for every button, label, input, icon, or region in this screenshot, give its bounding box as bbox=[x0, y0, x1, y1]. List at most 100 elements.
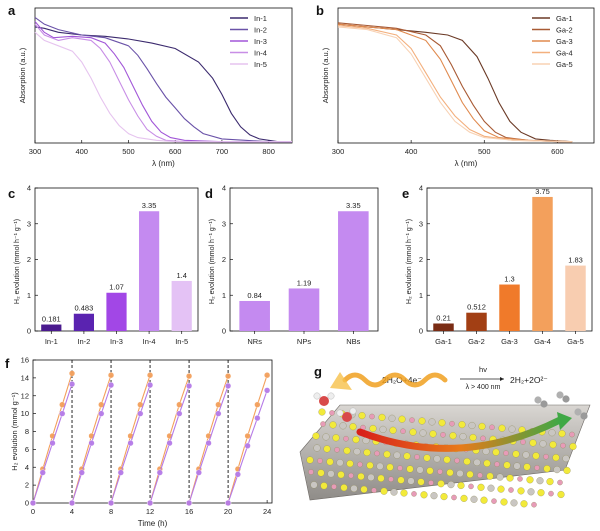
y-tick-label: 8 bbox=[25, 427, 29, 436]
legend-label: Ga-1 bbox=[556, 14, 573, 23]
lattice-atom bbox=[393, 451, 401, 459]
lattice-atom bbox=[534, 465, 540, 471]
lattice-atom bbox=[320, 482, 328, 490]
equation-right: 2H₂+2O²⁻ bbox=[510, 375, 548, 385]
lattice-atom bbox=[468, 483, 474, 490]
x-tick-label: 12 bbox=[146, 507, 154, 516]
lattice-atom bbox=[492, 448, 500, 456]
lattice-atom bbox=[343, 435, 349, 442]
category-label: In-2 bbox=[77, 337, 90, 346]
lattice-atom bbox=[517, 476, 523, 482]
category-label: NBs bbox=[346, 337, 360, 346]
lattice-atom bbox=[348, 472, 354, 479]
lattice-atom bbox=[449, 420, 455, 427]
lattice-atom bbox=[378, 413, 386, 421]
lattice-atom bbox=[562, 454, 570, 463]
lattice-atom bbox=[546, 478, 554, 486]
lattice-atom bbox=[317, 469, 325, 477]
y-axis-label: Absorption (a.u.) bbox=[18, 47, 27, 103]
category-label: Ga-4 bbox=[534, 337, 551, 346]
bar-value-label: 1.3 bbox=[504, 275, 514, 284]
bar-ga-2 bbox=[466, 312, 487, 331]
lattice-atom bbox=[489, 424, 495, 431]
lattice-atom bbox=[437, 480, 445, 488]
lattice-atom bbox=[487, 484, 495, 492]
bar-value-label: 0.84 bbox=[247, 291, 262, 300]
lattice-atom bbox=[557, 490, 565, 499]
panel-f-axes-frame bbox=[32, 359, 273, 504]
category-label: NRs bbox=[247, 337, 262, 346]
lattice-atom bbox=[552, 454, 560, 462]
lattice-atom bbox=[543, 453, 549, 460]
panel-c-label: c bbox=[8, 186, 15, 201]
charge-transfer-arrow bbox=[356, 416, 564, 452]
lattice-atom bbox=[531, 501, 537, 508]
lattice-atom bbox=[400, 428, 406, 434]
y-tick-label: 0 bbox=[419, 327, 423, 336]
data-point-in-4 bbox=[166, 440, 173, 447]
x-tick-label: 400 bbox=[405, 147, 418, 156]
lattice-atom bbox=[320, 421, 326, 427]
panel-b-absorption-ga: b 300 400 500 600 λ (nm) Absorption (a.u.) Ga-1… bbox=[316, 3, 595, 168]
lattice-atom bbox=[326, 458, 334, 466]
bar-in-1 bbox=[41, 324, 62, 331]
lattice-atom bbox=[418, 417, 426, 425]
y-tick-label: 10 bbox=[21, 409, 29, 418]
category-label: In-1 bbox=[45, 337, 58, 346]
lattice-atom bbox=[510, 499, 518, 507]
bar-value-label: 1.19 bbox=[297, 278, 312, 287]
x-axis-label: λ (nm) bbox=[152, 159, 175, 168]
lattice-atom bbox=[569, 442, 577, 451]
series-line-in-2 bbox=[34, 16, 292, 143]
lattice-atom bbox=[416, 466, 424, 474]
lattice-atom bbox=[397, 465, 403, 471]
bar-value-label: 3.35 bbox=[142, 201, 157, 210]
data-point-in-4 bbox=[176, 410, 183, 417]
lattice-atom bbox=[522, 451, 530, 459]
data-point-in-4 bbox=[107, 499, 115, 507]
lattice-atom bbox=[389, 426, 397, 434]
bar-value-label: 0.181 bbox=[42, 315, 61, 324]
lattice-atom bbox=[323, 445, 331, 453]
bar-ga-4 bbox=[532, 196, 553, 331]
bar-nps bbox=[288, 288, 320, 331]
y-tick-label: 16 bbox=[21, 356, 29, 365]
panel-d-label: d bbox=[205, 186, 213, 201]
x-tick-label: 700 bbox=[216, 147, 229, 156]
panel-d-bar-morphology: d 0 1 2 3 4 H₂ evolution (mmol h⁻¹ g⁻¹) 0.84 NRs… bbox=[205, 184, 379, 346]
data-point-in-4 bbox=[146, 499, 154, 507]
lattice-atom bbox=[406, 465, 414, 473]
lattice-atom bbox=[358, 412, 366, 420]
lattice-atom bbox=[366, 461, 374, 469]
bar-value-label: 1.83 bbox=[568, 256, 583, 265]
lattice-atom bbox=[520, 439, 526, 445]
y-tick-label: 1 bbox=[222, 291, 226, 300]
lattice-atom bbox=[500, 498, 508, 506]
y-axis-label: H₂ evolution (mmol h⁻¹ g⁻¹) bbox=[209, 219, 216, 304]
y-tick-label: 3 bbox=[27, 219, 31, 228]
lattice-atom bbox=[371, 487, 377, 494]
lattice-atom bbox=[397, 476, 405, 484]
lattice-atom bbox=[360, 485, 368, 493]
x-tick-label: 500 bbox=[122, 147, 135, 156]
lattice-atom bbox=[553, 466, 561, 474]
lattice-atom bbox=[494, 461, 500, 467]
bar-value-label: 0.512 bbox=[467, 303, 486, 312]
lattice-atom bbox=[409, 428, 417, 436]
lattice-atom bbox=[388, 414, 396, 422]
lattice-atom bbox=[339, 422, 347, 430]
lattice-atom bbox=[310, 481, 318, 489]
lattice-atom bbox=[536, 477, 544, 485]
y-tick-label: 4 bbox=[222, 184, 226, 193]
lattice-atom bbox=[429, 430, 437, 438]
data-point-in-4 bbox=[234, 471, 241, 478]
data-point-ga-4 bbox=[244, 432, 251, 440]
lattice-atom bbox=[527, 488, 535, 496]
data-point-in-4 bbox=[127, 440, 134, 447]
lattice-atom bbox=[473, 458, 481, 466]
y-tick-label: 4 bbox=[27, 184, 31, 193]
x-tick-label: 4 bbox=[70, 507, 74, 516]
lattice-atom bbox=[329, 410, 335, 416]
x-tick-label: 300 bbox=[29, 147, 42, 156]
lattice-atom bbox=[523, 463, 531, 471]
